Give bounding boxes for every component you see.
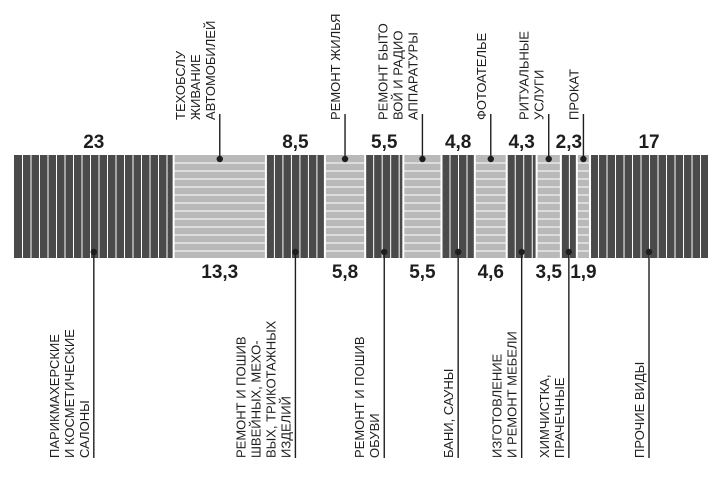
value-label-2: 13,3 [201, 262, 238, 283]
value-label-1: 23 [83, 132, 104, 153]
category-label-3-line-1: РЕМОНТ И ПОШИВ [233, 336, 248, 458]
category-label-2-line-2: ЖИВАНИЕ [188, 54, 203, 120]
category-label-11-line-1: ХИМЧИСТКА, [537, 375, 552, 458]
category-label-4-line-1: РЕМОНТ ЖИЛЬЯ [328, 14, 343, 120]
category-label-6-line-3: АППАРАТУРЫ [405, 32, 420, 120]
category-label-3-line-2: ШВЕЙНЫХ, МЕХО- [248, 340, 263, 458]
value-labels: 23 13,3 8,5 5,8 5,5 5,5 4,8 4,6 4,3 3,5 2,3 1,9 17 [83, 132, 659, 283]
bar-segment-10 [536, 155, 561, 258]
category-label-12-line-1: ПРОКАТ [566, 69, 581, 120]
bar-segment-4 [324, 155, 366, 258]
bar-hatching-2 [173, 162, 266, 252]
category-label-1-line-2: И КОСМЕТИЧЕСКИЕ [62, 329, 77, 458]
category-label-2-line-1: ТЕХОБСЛУ [173, 50, 188, 120]
category-label-6-line-2: ВОЙ И РАДИО [390, 31, 405, 120]
bar-segment-5 [365, 155, 404, 258]
bar-hatching-4 [324, 162, 366, 252]
category-label-2-line-3: АВТОМОБИЛЕЙ [203, 21, 218, 120]
category-label-3-line-3: ВЫХ, ТРИКОТАЖНЫХ [263, 320, 278, 458]
category-label-5-line-1: РЕМОНТ И ПОШИВ [352, 336, 367, 458]
bar-hatching-1 [22, 155, 168, 258]
category-label-8-line-1: ФОТОАТЕЛЬЕ [474, 32, 489, 120]
bar-hatching-8 [474, 162, 507, 252]
value-label-7: 4,8 [445, 132, 471, 153]
category-label-9-line-1: ИЗГОТОВЛЕНИЕ [490, 353, 505, 458]
bar-segment-9 [506, 155, 537, 258]
category-label-11-line-2: ПРАЧЕЧНЫЕ [552, 377, 567, 458]
bar-hatching-3 [273, 155, 318, 258]
category-label-10-line-2: УСЛУГИ [532, 70, 547, 120]
category-label-3-line-4: ИЗДЕЛИЙ [278, 396, 293, 458]
bar-segment-12 [576, 155, 591, 258]
category-labels: ПАРИКМАХЕРСКИЕ И КОСМЕТИЧЕСКИЕ САЛОНЫ ТЕХОБ… [47, 14, 647, 458]
value-label-5: 5,5 [371, 132, 398, 153]
bar-segment-8 [474, 155, 507, 258]
bar-hatching-7 [449, 155, 468, 258]
value-label-12: 1,9 [570, 262, 596, 283]
bar-hatching-9 [514, 155, 533, 258]
value-label-6: 5,5 [409, 262, 436, 283]
value-label-8: 4,6 [478, 262, 504, 283]
category-label-9-line-2: И РЕМОНТ МЕБЕЛИ [505, 331, 520, 458]
leader-lines [90, 114, 653, 458]
category-label-10-line-1: РИТУАЛЬНЫЕ [517, 31, 532, 120]
category-label-7-line-1: БАНИ, САУНЫ [441, 369, 456, 458]
bar-hatching-12 [576, 162, 591, 252]
value-label-4: 5,8 [332, 262, 358, 283]
bar-hatching-5 [373, 155, 400, 258]
bar-segment-6 [403, 155, 442, 258]
value-label-9: 4,3 [508, 132, 534, 153]
value-label-13: 17 [638, 132, 659, 153]
category-label-5-line-2: ОБУВИ [367, 413, 382, 458]
value-label-10: 3,5 [536, 262, 563, 283]
value-label-3: 8,5 [282, 132, 309, 153]
value-label-11: 2,3 [556, 132, 582, 153]
bar-segment-11 [560, 155, 577, 258]
category-label-6-line-1: РЕМОНТ БЫТО [375, 23, 390, 120]
bar-hatching-13 [598, 155, 702, 258]
bar-segment-2 [173, 155, 266, 258]
bar-segments [14, 155, 708, 258]
bar-hatching-6 [403, 162, 442, 252]
category-label-1-line-1: ПАРИКМАХЕРСКИЕ [47, 334, 62, 458]
bar-segment-13 [590, 155, 708, 258]
bar-hatching-10 [536, 162, 561, 252]
category-label-13-line-1: ПРОЧИЕ ВИДЫ [632, 362, 647, 458]
category-label-1-line-3: САЛОНЫ [77, 400, 92, 458]
bar-segment-3 [265, 155, 325, 258]
bar-segment-1 [14, 155, 174, 258]
